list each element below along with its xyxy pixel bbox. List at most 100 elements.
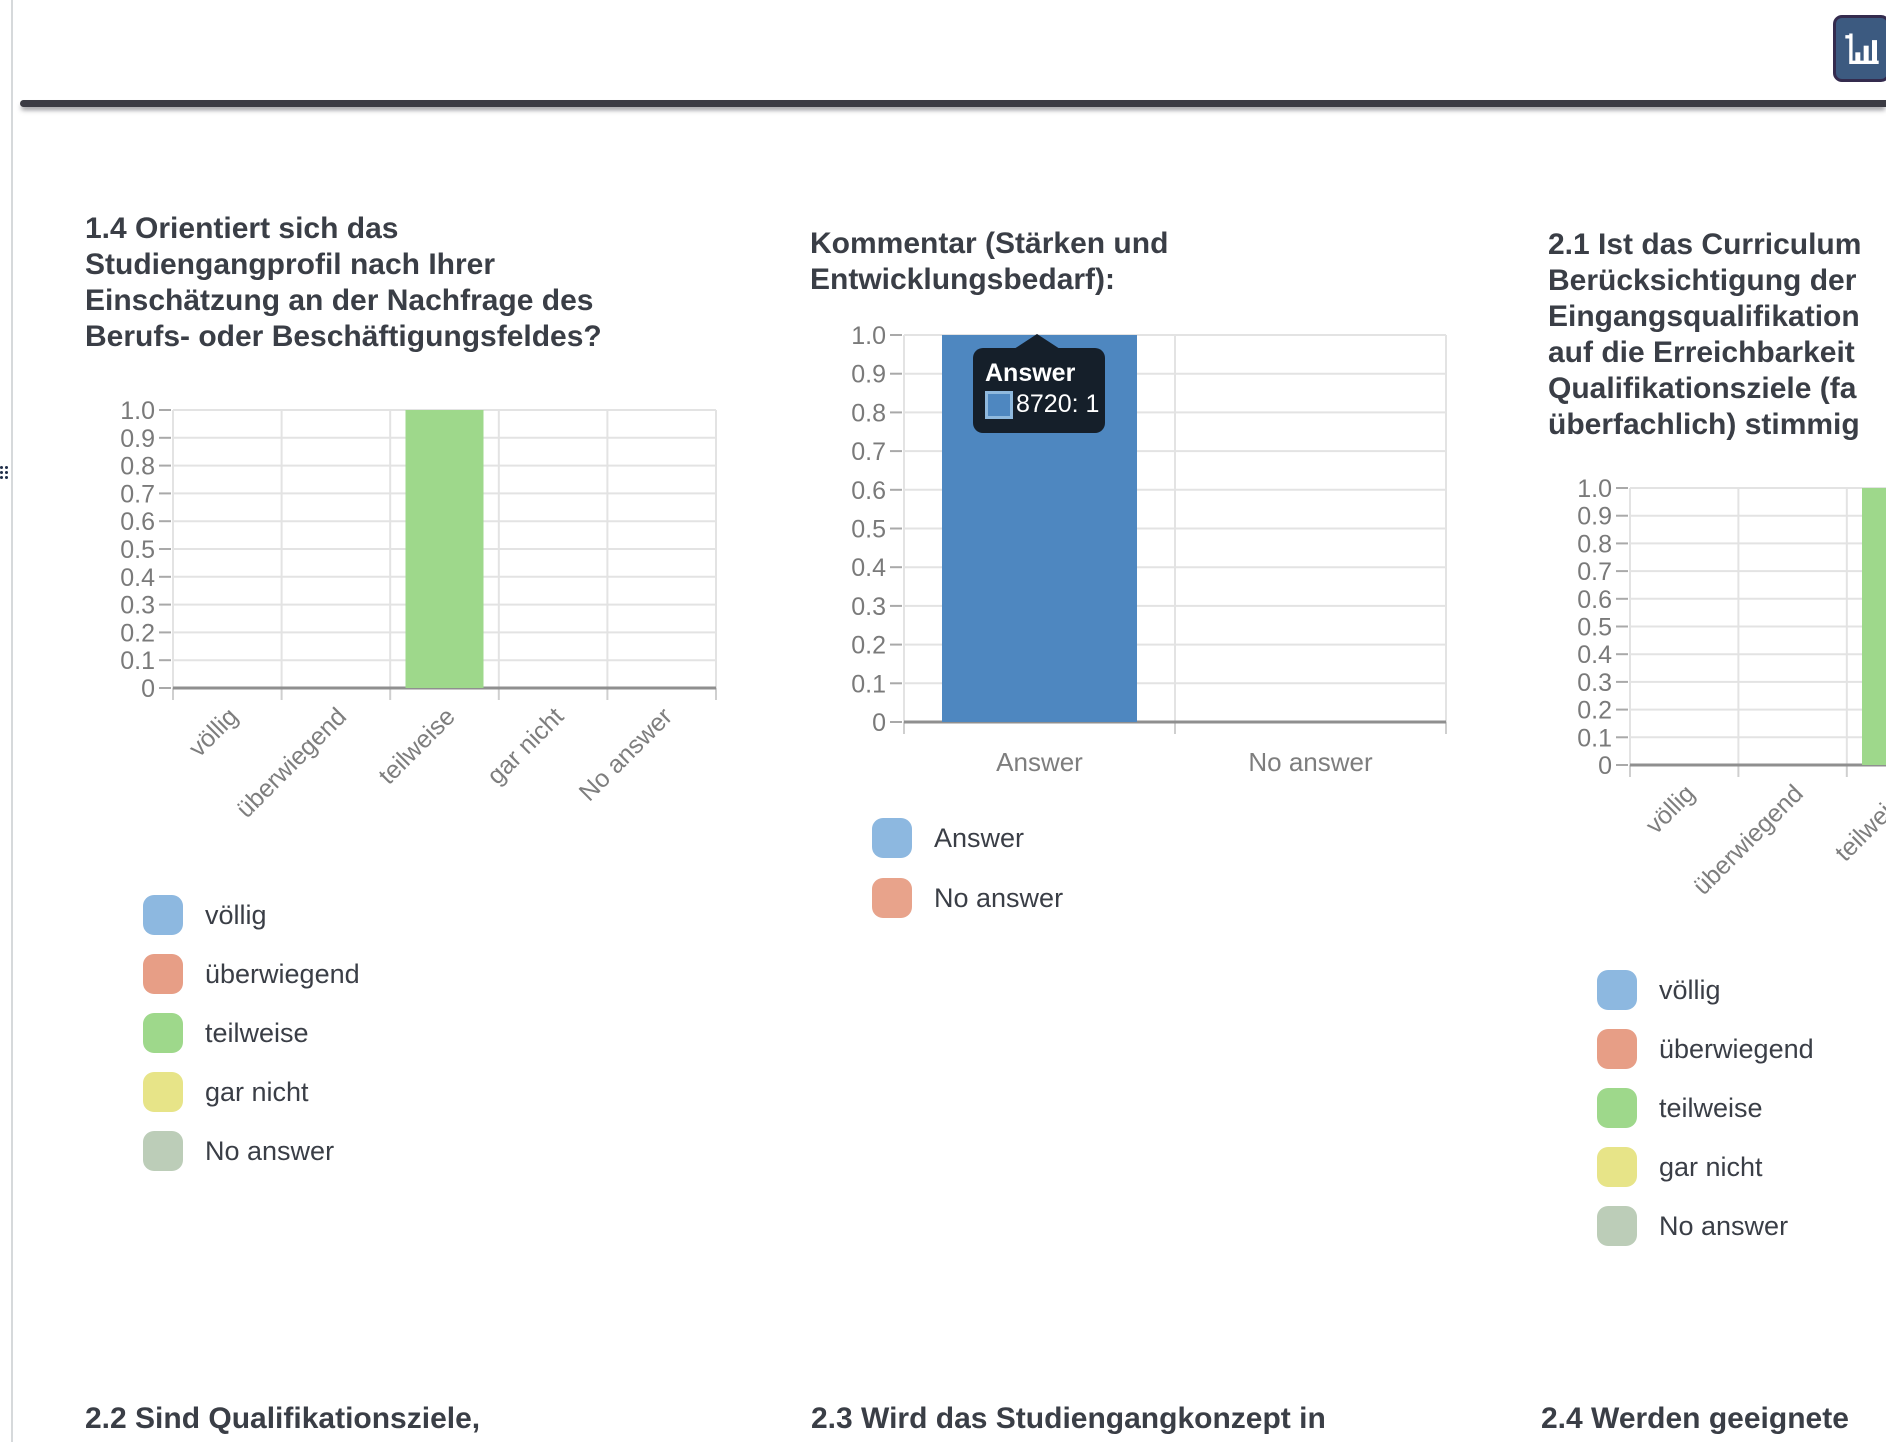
legend-item[interactable]: No answer — [143, 1131, 360, 1171]
x-tick-label: teilweise — [373, 702, 461, 790]
chart-title-line: Berücksichtigung der — [1548, 264, 1857, 297]
x-tick-label: überwiegend — [231, 702, 352, 823]
y-tick-label: 0.5 — [851, 516, 886, 544]
y-tick-label: 0.7 — [1577, 558, 1612, 586]
legend-label: Answer — [934, 823, 1025, 853]
y-tick-label: 0.7 — [851, 438, 886, 466]
y-tick-label: 1.0 — [1577, 475, 1612, 503]
y-tick-label: 0.8 — [851, 399, 886, 427]
y-tick-label: 0.6 — [120, 508, 155, 536]
legend-swatch — [1597, 1088, 1637, 1128]
y-tick-label: 0.4 — [120, 564, 155, 592]
y-tick-label: 0.3 — [851, 593, 886, 621]
chart-title-q14: 1.4 Orientiert sich das Studiengangprofi… — [85, 211, 602, 355]
tooltip-row: 8720: 1 — [985, 390, 1099, 419]
chart-title-line: 2.1 Ist das Curriculum — [1548, 228, 1862, 261]
legend-label: völlig — [205, 900, 267, 930]
bar-teilweise[interactable] — [405, 410, 484, 688]
y-tick-label: 0.6 — [1577, 586, 1612, 614]
x-tick-label: überwiegend — [1688, 779, 1809, 900]
legend-item[interactable]: völlig — [1597, 970, 1814, 1010]
chart-title-line: Kommentar (Stärken und — [810, 227, 1169, 260]
legend-q14: völlig überwiegend teilweise gar nicht N… — [143, 895, 360, 1171]
legend-q21: völlig überwiegend teilweise gar nicht N… — [1597, 970, 1814, 1246]
legend-item[interactable]: überwiegend — [1597, 1029, 1814, 1069]
legend-item[interactable]: No answer — [872, 878, 1063, 918]
tooltip-series-swatch — [985, 390, 1013, 419]
x-tick-label: No answer — [1248, 747, 1373, 777]
chart-view-button[interactable] — [1833, 15, 1886, 82]
x-tick-label: völlig — [1640, 779, 1700, 839]
legend-item[interactable]: teilweise — [143, 1013, 360, 1053]
legend-item[interactable]: völlig — [143, 895, 360, 935]
legend-swatch — [872, 818, 912, 858]
header-bar — [13, 0, 1886, 100]
y-tick-label: 0.5 — [120, 536, 155, 564]
legend-swatch — [872, 878, 912, 918]
y-tick-label: 0 — [141, 675, 155, 703]
y-tick-label: 0.8 — [1577, 530, 1612, 558]
legend-swatch — [143, 1072, 183, 1112]
x-tick-label: völlig — [183, 702, 243, 762]
legend-kommentar: Answer No answer — [872, 818, 1063, 918]
tooltip-title: Answer — [985, 359, 1076, 387]
x-tick-label: teilweise — [1830, 779, 1886, 867]
chart-tooltip: Answer 8720: 1 — [973, 334, 1105, 433]
legend-swatch — [143, 1131, 183, 1171]
legend-label: völlig — [1659, 975, 1721, 1005]
legend-label: gar nicht — [1659, 1152, 1763, 1182]
y-tick-label: 0.6 — [851, 477, 886, 505]
legend-label: teilweise — [1659, 1093, 1763, 1123]
y-tick-label: 0.5 — [1577, 614, 1612, 642]
drag-handle-dots[interactable] — [0, 466, 8, 482]
legend-swatch — [1597, 1147, 1637, 1187]
chart-title-kommentar: Kommentar (Stärken und Entwicklungsbedar… — [810, 226, 1168, 298]
bar-teilweise[interactable] — [1862, 488, 1886, 765]
legend-swatch — [1597, 1029, 1637, 1069]
chart-title-line: Berufs- oder Beschäftigungsfeldes? — [85, 320, 602, 353]
chart-title-line: Eingangsqualifikation — [1548, 300, 1860, 333]
legend-item[interactable]: gar nicht — [143, 1072, 360, 1112]
y-tick-label: 1.0 — [120, 397, 155, 425]
legend-item[interactable]: No answer — [1597, 1206, 1814, 1246]
y-tick-label: 0.3 — [120, 592, 155, 620]
chart-title-line: Einschätzung an der Nachfrage des — [85, 284, 594, 317]
legend-swatch — [1597, 970, 1637, 1010]
legend-label: gar nicht — [205, 1077, 309, 1107]
legend-swatch — [143, 954, 183, 994]
y-tick-label: 0.2 — [1577, 697, 1612, 725]
legend-swatch — [143, 895, 183, 935]
y-tick-label: 0.3 — [1577, 669, 1612, 697]
legend-label: teilweise — [205, 1018, 309, 1048]
legend-item[interactable]: überwiegend — [143, 954, 360, 994]
x-tick-label: Answer — [996, 747, 1083, 777]
x-tick-label: gar nicht — [482, 702, 570, 790]
tooltip-arrow — [1014, 334, 1060, 349]
panel-left-border — [11, 0, 13, 1442]
legend-item[interactable]: teilweise — [1597, 1088, 1814, 1128]
y-tick-label: 0 — [1598, 752, 1612, 780]
legend-swatch — [143, 1013, 183, 1053]
legend-label: No answer — [1659, 1211, 1789, 1241]
legend-item[interactable]: Answer — [872, 818, 1063, 858]
chart-title-q24: 2.4 Werden geeignete — [1541, 1402, 1849, 1435]
y-tick-label: 0.4 — [1577, 641, 1612, 669]
chart-title-line: Qualifikationsziele (fa — [1548, 372, 1857, 405]
legend-label: No answer — [934, 883, 1064, 913]
y-tick-label: 0.1 — [1577, 724, 1612, 752]
y-tick-label: 0.1 — [120, 647, 155, 675]
y-tick-label: 0.4 — [851, 554, 886, 582]
y-tick-label: 0 — [872, 709, 886, 737]
x-tick-label: No answer — [574, 702, 678, 806]
y-tick-label: 0.2 — [120, 619, 155, 647]
y-tick-label: 0.9 — [120, 425, 155, 453]
legend-item[interactable]: gar nicht — [1597, 1147, 1814, 1187]
chart-title-line: Studiengangprofil nach Ihrer — [85, 248, 496, 281]
legend-label: überwiegend — [1659, 1034, 1814, 1064]
chart-title-q22: 2.2 Sind Qualifikationsziele, — [85, 1402, 481, 1435]
y-tick-label: 0.7 — [120, 480, 155, 508]
y-tick-label: 0.2 — [851, 632, 886, 660]
y-tick-label: 0.9 — [1577, 503, 1612, 531]
legend-swatch — [1597, 1206, 1637, 1246]
